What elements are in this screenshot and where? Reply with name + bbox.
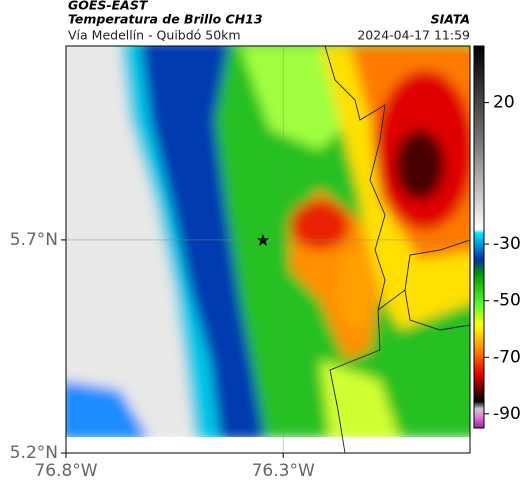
map-frame bbox=[65, 45, 471, 454]
source: SIATA bbox=[431, 12, 470, 27]
satellite-image bbox=[66, 46, 470, 453]
title: Temperatura de Brillo CH13 bbox=[68, 12, 263, 27]
colorbar-label: -70 bbox=[493, 347, 521, 367]
colorbar bbox=[473, 45, 485, 429]
x-tick-label: 76.8°W bbox=[34, 461, 97, 481]
y-tick-label: 5.2°N bbox=[10, 443, 58, 463]
route: Vía Medellín - Quibdó 50km bbox=[68, 28, 241, 43]
satellite: GOES-EAST bbox=[68, 0, 149, 13]
colorbar-label: -30 bbox=[493, 234, 521, 254]
x-tick-label: 76.3°W bbox=[252, 461, 315, 481]
timestamp: 2024-04-17 11:59 bbox=[357, 28, 470, 43]
colorbar-label: 20 bbox=[493, 93, 515, 113]
colorbar-label: -50 bbox=[493, 291, 521, 311]
y-tick-label: 5.7°N bbox=[10, 230, 58, 250]
colorbar-label: -90 bbox=[493, 404, 521, 424]
